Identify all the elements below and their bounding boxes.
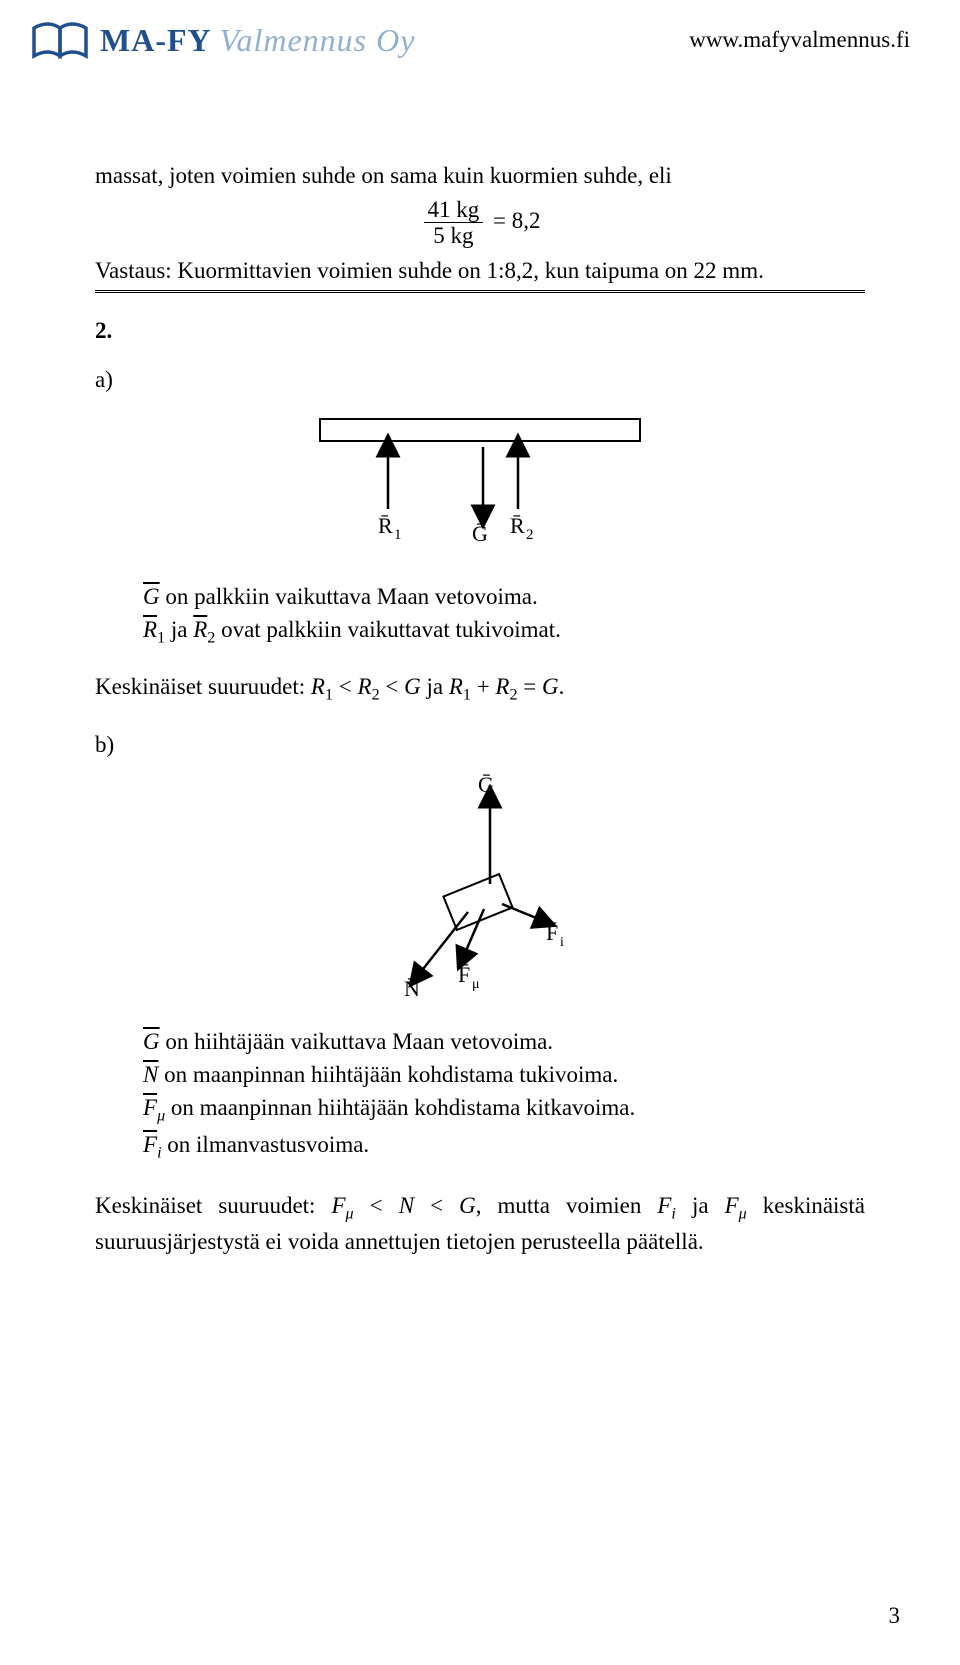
a-desc-g: G on palkkiin vaikuttava Maan vetovoima. (95, 581, 865, 612)
b-desc-fi: Fi on ilmanvastusvoima. (95, 1129, 865, 1164)
b-desc-fmu: Fμ on maanpinnan hiihtäjään kohdistama k… (95, 1092, 865, 1127)
b-kesk-mid3: , mutta voimien (476, 1193, 658, 1218)
svg-text:2: 2 (526, 527, 534, 543)
page-content: massat, joten voimien suhde on sama kuin… (0, 160, 960, 1257)
svg-text:N̄: N̄ (404, 976, 420, 1001)
double-rule (95, 290, 865, 293)
brand-suffix: Oy (376, 22, 415, 58)
page-number: 3 (889, 1603, 901, 1629)
b-desc-g: G on hiihtäjään vaikuttava Maan vetovoim… (95, 1026, 865, 1057)
part-b-label: b) (95, 729, 865, 760)
figure-b: Ḡ N̄ F̄ μ F̄ i (95, 774, 865, 1012)
svg-text:Ḡ: Ḡ (472, 521, 488, 546)
page-header: MA-FY Valmennus Oy www.mafyvalmennus.fi (0, 0, 960, 70)
a-desc-r: R1 ja R2 ovat palkkiin vaikuttavat tukiv… (95, 614, 865, 649)
equation-ratio: 41 kg 5 kg = 8,2 (95, 197, 865, 249)
svg-text:Ḡ: Ḡ (478, 774, 494, 797)
svg-text:F̄: F̄ (546, 920, 558, 945)
b-keskinäiset: Keskinäiset suuruudet: Fμ < N < G, mutta… (95, 1190, 865, 1256)
sym-g: G (143, 585, 160, 608)
b-desc-n: N on maanpinnan hiihtäjään kohdistama tu… (95, 1059, 865, 1090)
svg-text:R̄: R̄ (510, 513, 525, 538)
intro-line: massat, joten voimien suhde on sama kuin… (95, 160, 865, 191)
svg-text:μ: μ (472, 977, 480, 992)
site-url: www.mafyvalmennus.fi (689, 27, 910, 53)
svg-text:F̄: F̄ (458, 962, 470, 987)
brand-text: MA-FY Valmennus Oy (100, 22, 415, 59)
book-icon (30, 18, 90, 62)
b-desc-fmu-text: on maanpinnan hiihtäjään kohdistama kitk… (165, 1095, 635, 1120)
b-kesk-lt1: < (354, 1193, 399, 1218)
sym-r2: R (193, 618, 207, 641)
brand-main: MA-FY (100, 22, 210, 58)
b-kesk-pre: Keskinäiset suuruudet: (95, 1193, 331, 1218)
a-desc-g-text: on palkkiin vaikuttava Maan vetovoima. (160, 584, 538, 609)
svg-text:i: i (560, 935, 564, 950)
sym-fmu: F (143, 1096, 157, 1119)
a-mid: ja (165, 617, 193, 642)
sym-r1: R (143, 618, 157, 641)
svg-text:R̄: R̄ (378, 513, 393, 538)
eq-numerator: 41 kg (424, 197, 484, 223)
answer-line: Vastaus: Kuormittavien voimien suhde on … (95, 255, 865, 286)
eq-rhs: = 8,2 (493, 208, 540, 233)
brand-logo: MA-FY Valmennus Oy (30, 18, 415, 62)
b-kesk-lt2: < (414, 1193, 459, 1218)
brand-sub: Valmennus (219, 22, 367, 58)
part-a-label: a) (95, 364, 865, 395)
eq-denominator: 5 kg (424, 223, 484, 248)
b-desc-fi-text: on ilmanvastusvoima. (162, 1132, 370, 1157)
svg-text:1: 1 (394, 527, 402, 543)
a-keskinäiset: Keskinäiset suuruudet: R1 < R2 < G ja R1… (95, 671, 865, 706)
sym-n: N (143, 1063, 158, 1086)
sym-fi: F (143, 1133, 157, 1156)
b-desc-n-text: on maanpinnan hiihtäjään kohdistama tuki… (158, 1062, 618, 1087)
section-number: 2. (95, 315, 865, 346)
a-desc-r-text: ovat palkkiin vaikuttavat tukivoimat. (215, 617, 561, 642)
figure-a: R̄ 1 Ḡ R̄ 2 (95, 409, 865, 567)
sym-g2: G (143, 1030, 160, 1053)
b-desc-g-text: on hiihtäjään vaikuttava Maan vetovoima. (160, 1029, 553, 1054)
b-kesk-mid4: ja (676, 1193, 725, 1218)
b-kesk-g: G (459, 1193, 476, 1218)
